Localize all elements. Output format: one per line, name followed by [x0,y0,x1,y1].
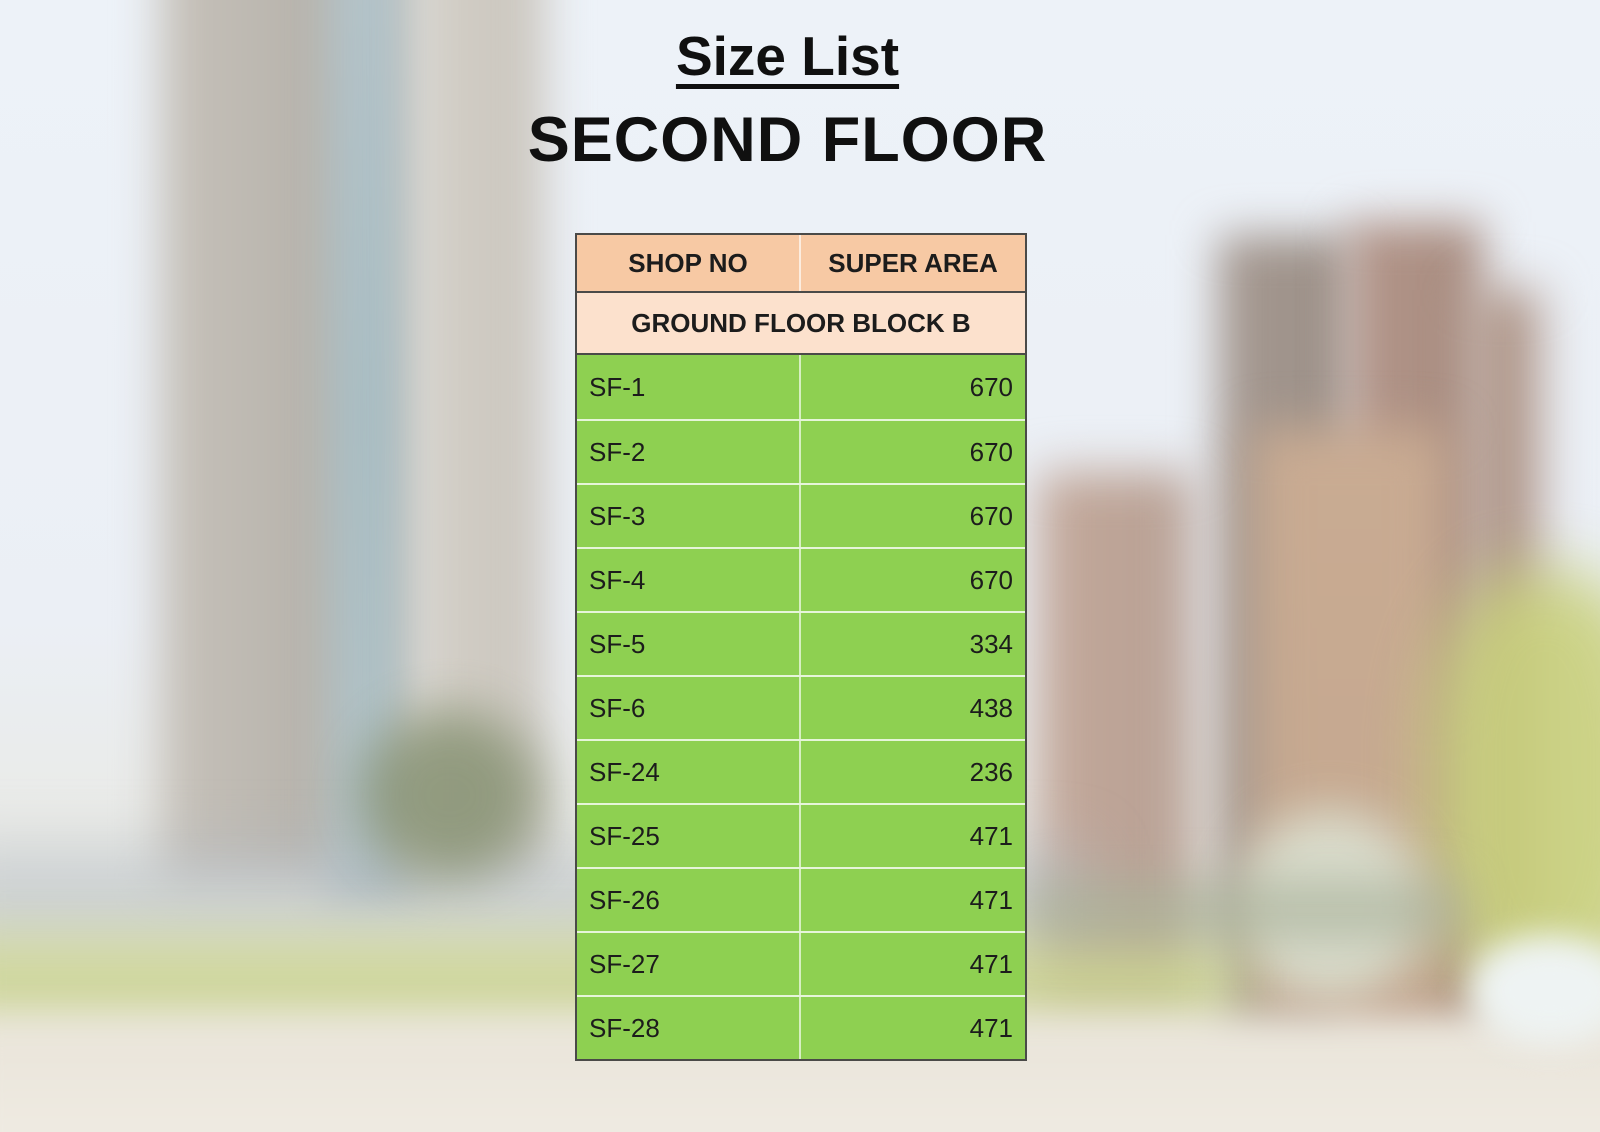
shop-no-cell: SF-28 [577,997,801,1059]
header-area: Size List SECOND FLOOR [0,0,1575,172]
page-title: Size List [675,25,900,87]
super-area-cell: 670 [969,371,1013,402]
table-row: SF-26 471 [577,867,1025,931]
background-car-blob [1470,935,1600,1045]
super-area-cell: 471 [969,1012,1013,1043]
shop-no-cell: SF-27 [577,933,801,995]
background-hedge-right [1030,880,1460,940]
table-row: SF-28 471 [577,995,1025,1059]
super-area-cell: 670 [969,500,1013,531]
shop-no-cell: SF-3 [577,485,801,547]
table-row: SF-4 670 [577,547,1025,611]
background-tree-left [360,710,540,880]
section-header: GROUND FLOOR BLOCK B [577,293,1025,355]
super-area-cell: 471 [969,820,1013,851]
super-area-cell: 438 [969,692,1013,723]
floor-title: SECOND FLOOR [527,104,1048,175]
table-row: SF-27 471 [577,931,1025,995]
super-area-cell: 471 [969,884,1013,915]
shop-no-cell: SF-5 [577,613,801,675]
shop-no-cell: SF-2 [577,421,801,483]
shop-no-cell: SF-26 [577,869,801,931]
table-row: SF-5 334 [577,611,1025,675]
table-row: SF-2 670 [577,419,1025,483]
shop-no-cell: SF-4 [577,549,801,611]
table-row: SF-1 670 [577,355,1025,419]
size-table: SHOP NO SUPER AREA GROUND FLOOR BLOCK B … [575,233,1027,1061]
shop-no-cell: SF-25 [577,805,801,867]
super-area-cell: 334 [969,628,1013,659]
column-header-super-area: SUPER AREA [828,247,998,278]
column-header-shop-no: SHOP NO [577,235,801,291]
table-row: SF-6 438 [577,675,1025,739]
super-area-cell: 236 [969,756,1013,787]
shop-no-cell: SF-24 [577,741,801,803]
super-area-cell: 471 [969,948,1013,979]
shop-no-cell: SF-1 [577,355,801,419]
shop-no-cell: SF-6 [577,677,801,739]
table-row: SF-24 236 [577,739,1025,803]
super-area-cell: 670 [969,564,1013,595]
super-area-cell: 670 [969,436,1013,467]
table-row: SF-25 471 [577,803,1025,867]
table-header-row: SHOP NO SUPER AREA [577,235,1025,293]
table-row: SF-3 670 [577,483,1025,547]
